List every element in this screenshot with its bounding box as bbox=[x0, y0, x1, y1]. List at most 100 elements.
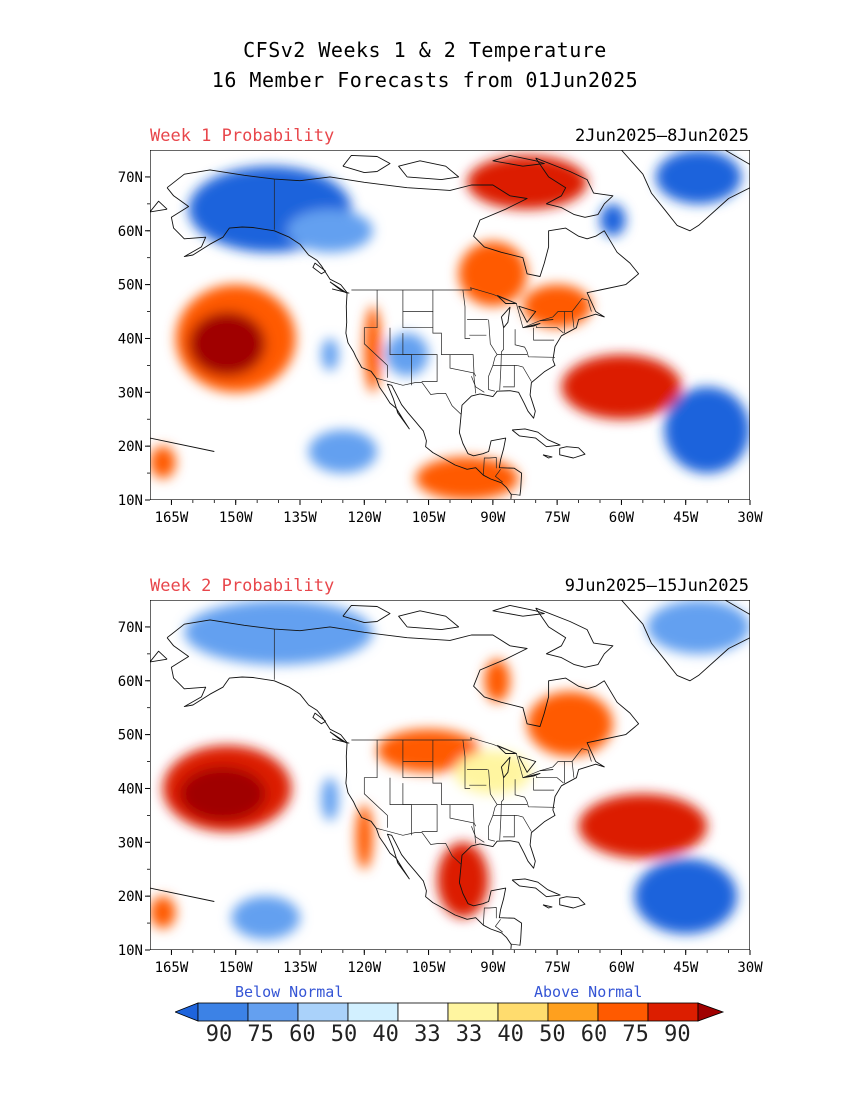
state-border bbox=[571, 761, 575, 778]
coastline bbox=[150, 437, 215, 452]
probability-region bbox=[321, 338, 339, 371]
legend-below-normal-label: Below Normal bbox=[235, 983, 344, 1001]
lat-tick-label: 50N bbox=[118, 728, 143, 744]
legend-swatch bbox=[447, 1002, 499, 1022]
legend-swatch bbox=[647, 1002, 699, 1022]
lat-tick-label: 50N bbox=[118, 278, 143, 294]
probability-region bbox=[578, 793, 708, 859]
coastline bbox=[539, 769, 554, 772]
coastline bbox=[312, 712, 326, 725]
lon-tick-label: 165W bbox=[155, 510, 189, 526]
legend-number: 90 bbox=[664, 1022, 691, 1047]
state-border bbox=[376, 827, 462, 865]
lon-tick-label: 90W bbox=[480, 510, 506, 526]
probability-region bbox=[308, 430, 378, 474]
state-border bbox=[483, 907, 497, 926]
probability-region bbox=[321, 777, 339, 821]
lat-tick-label: 60N bbox=[118, 674, 143, 690]
coastline bbox=[518, 305, 537, 323]
lon-tick-label: 150W bbox=[219, 960, 253, 976]
lon-tick-label: 30W bbox=[737, 510, 763, 526]
state-border bbox=[536, 776, 564, 784]
coastline bbox=[620, 150, 750, 232]
state-border bbox=[503, 815, 515, 838]
state-border bbox=[471, 376, 485, 393]
state-border bbox=[571, 311, 575, 328]
lat-tick-label: 10N bbox=[118, 493, 143, 509]
state-border bbox=[376, 377, 462, 415]
coastline bbox=[342, 604, 391, 624]
week1-date-range: 2Jun2025—8Jun2025 bbox=[575, 126, 749, 146]
probability-shading bbox=[150, 150, 750, 500]
state-border bbox=[402, 290, 477, 377]
coastline bbox=[492, 154, 545, 167]
lon-tick-label: 135W bbox=[283, 510, 317, 526]
coastlines bbox=[150, 150, 750, 499]
legend-number: 50 bbox=[539, 1022, 566, 1047]
legend-swatch bbox=[547, 1002, 599, 1022]
lon-tick-label: 45W bbox=[673, 960, 699, 976]
week2-probability-map bbox=[150, 600, 750, 950]
coastline bbox=[398, 610, 460, 631]
legend-number: 50 bbox=[330, 1022, 358, 1047]
lon-tick-label: 120W bbox=[347, 960, 381, 976]
state-border bbox=[494, 919, 503, 933]
probability-region bbox=[355, 804, 373, 870]
coastline bbox=[342, 154, 391, 174]
legend-swatch bbox=[397, 1002, 449, 1022]
probability-region bbox=[188, 311, 266, 377]
coastline bbox=[166, 637, 512, 949]
coastline bbox=[559, 446, 586, 459]
legend-swatch bbox=[297, 1002, 349, 1022]
legend-numbers: 90 75 60 50 40 33 33 40 50 60 75 90 bbox=[198, 1022, 698, 1048]
legend-swatch bbox=[597, 1002, 649, 1022]
lat-tick-label: 30N bbox=[118, 835, 143, 851]
legend-number: 33 bbox=[414, 1022, 441, 1047]
state-border bbox=[402, 311, 433, 329]
state-border bbox=[494, 469, 503, 483]
probability-region bbox=[437, 842, 489, 918]
lat-tick-label: 30N bbox=[118, 385, 143, 401]
state-border bbox=[471, 826, 485, 843]
lon-tick-label: 165W bbox=[155, 960, 189, 976]
lat-tick-label: 70N bbox=[118, 170, 143, 186]
state-border bbox=[483, 457, 497, 476]
probability-region bbox=[647, 600, 750, 654]
probability-region bbox=[150, 446, 176, 479]
state-border bbox=[499, 327, 504, 391]
probability-region bbox=[664, 386, 750, 474]
lon-tick-label: 30W bbox=[737, 960, 763, 976]
legend-number: 40 bbox=[497, 1022, 524, 1047]
lat-tick-label: 40N bbox=[118, 781, 143, 797]
lat-tick-label: 70N bbox=[118, 620, 143, 636]
probability-region bbox=[180, 766, 266, 821]
legend-swatch bbox=[197, 1002, 249, 1022]
state-border bbox=[389, 327, 438, 382]
state-border bbox=[503, 365, 515, 388]
coastline bbox=[542, 454, 553, 459]
state-border bbox=[363, 290, 388, 378]
lon-tick-label: 135W bbox=[283, 960, 317, 976]
probability-shading bbox=[150, 600, 750, 940]
legend-number: 40 bbox=[372, 1022, 399, 1047]
coastline bbox=[559, 896, 586, 909]
legend-number: 60 bbox=[289, 1022, 316, 1047]
lon-tick-label: 105W bbox=[412, 960, 446, 976]
legend-number: 75 bbox=[247, 1022, 274, 1047]
legend-swatch bbox=[347, 1002, 399, 1022]
legend-arrow-right bbox=[697, 1002, 725, 1022]
coastline bbox=[312, 262, 326, 275]
coastlines bbox=[150, 600, 750, 949]
coastline bbox=[500, 756, 511, 779]
state-border bbox=[533, 777, 555, 791]
lat-tick-label: 10N bbox=[118, 943, 143, 959]
probability-region bbox=[150, 896, 176, 929]
lon-tick-label: 45W bbox=[673, 510, 699, 526]
coastline bbox=[518, 755, 537, 773]
probability-region bbox=[600, 203, 626, 237]
state-border bbox=[511, 943, 520, 946]
week1-axes: 165W 150W 135W 120W 105W 90W 75W 60W 45W 30W 70N 60… bbox=[118, 170, 764, 526]
state-border bbox=[402, 761, 433, 779]
lon-tick-label: 90W bbox=[480, 960, 506, 976]
legend-above-normal-label: Above Normal bbox=[534, 983, 643, 1001]
